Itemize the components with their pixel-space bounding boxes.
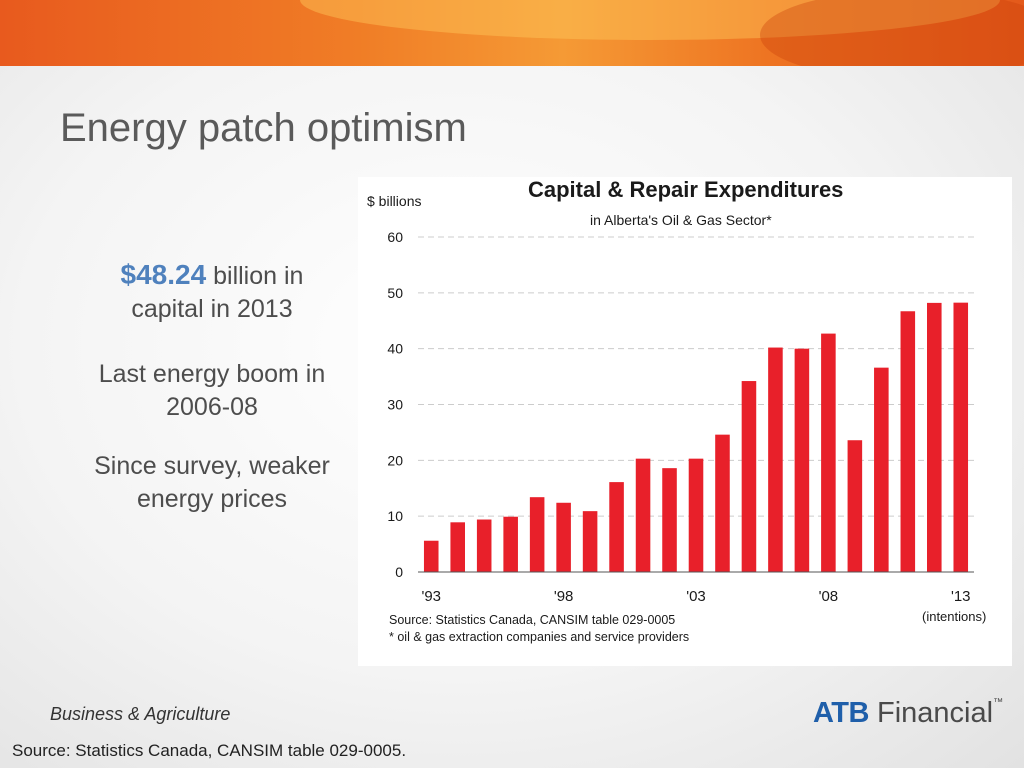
logo-atb: ATB <box>813 697 869 729</box>
y-tick-label: 40 <box>387 341 403 357</box>
chart-title: Capital & Repair Expenditures <box>528 177 843 202</box>
page-title: Energy patch optimism <box>60 106 467 150</box>
top-banner <box>0 0 1024 66</box>
bar-2002 <box>662 468 677 572</box>
x-tick-label: '08 <box>819 588 839 605</box>
highlight-text-line1: billion in <box>206 262 304 290</box>
bar-2011 <box>900 311 916 572</box>
bar-chart: Capital & Repair Expenditures in Alberta… <box>367 177 986 644</box>
intentions-note: (intentions) <box>922 609 986 624</box>
atb-financial-logo: ATB Financial™ <box>813 697 1003 730</box>
bar-2006 <box>768 347 783 572</box>
bar-2001 <box>635 458 651 572</box>
point-energy-boom-line1: Last energy boom in <box>98 360 326 388</box>
x-tick-label: '93 <box>421 588 441 605</box>
bars-layer <box>423 302 969 572</box>
bar-2000 <box>609 482 624 572</box>
bar-1999 <box>582 511 598 572</box>
bar-2013 <box>953 302 969 572</box>
point-weaker-prices-line2: energy prices <box>136 485 288 513</box>
chart-source-note: Source: Statistics Canada, CANSIM table … <box>389 613 675 627</box>
bar-1994 <box>450 522 465 572</box>
y-tick-label: 30 <box>387 397 403 413</box>
y-tick-label: 60 <box>387 229 403 245</box>
bar-1993 <box>423 540 439 572</box>
bar-1998 <box>556 502 571 572</box>
point-energy-boom-line2: 2006-08 <box>166 393 258 421</box>
footer-section-label: Business & Agriculture <box>50 704 231 724</box>
bar-1995 <box>476 519 492 572</box>
chart-panel: Capital & Repair Expenditures in Alberta… <box>358 177 1012 666</box>
banner-swoosh-dark <box>760 0 1024 66</box>
chart-footnote: * oil & gas extraction companies and ser… <box>389 630 689 644</box>
bar-2003 <box>688 458 704 572</box>
footer-source: Source: Statistics Canada, CANSIM table … <box>12 741 407 760</box>
highlight-text-line2: capital in 2013 <box>131 295 293 323</box>
y-axis-label: $ billions <box>367 193 421 209</box>
x-tick-label: '13 <box>951 588 971 605</box>
y-tick-label: 0 <box>395 564 403 580</box>
bar-1996 <box>503 516 518 572</box>
bar-2009 <box>847 440 863 572</box>
point-weaker-prices: Since survey, weaker energy prices <box>72 450 352 516</box>
chart-subtitle: in Alberta's Oil & Gas Sector* <box>590 212 772 228</box>
x-tick-label: '98 <box>554 588 574 605</box>
bar-2008 <box>821 333 836 572</box>
highlight-point: $48.24 billion in capital in 2013 <box>72 258 352 326</box>
bar-2010 <box>874 367 889 572</box>
logo-financial: Financial <box>868 697 994 729</box>
bar-2012 <box>927 302 942 572</box>
bar-1997 <box>529 497 545 572</box>
logo-tm: ™ <box>993 697 1004 708</box>
y-tick-label: 10 <box>387 508 403 524</box>
x-tick-label: '03 <box>686 588 706 605</box>
y-tick-label: 50 <box>387 285 403 301</box>
x-axis: '93 '98 '03 '08 '13 <box>418 571 974 605</box>
y-tick-label: 20 <box>387 452 403 468</box>
point-energy-boom: Last energy boom in 2006-08 <box>72 358 352 424</box>
bar-2007 <box>794 348 810 572</box>
bar-2004 <box>715 434 730 572</box>
point-weaker-prices-line1: Since survey, weaker <box>94 452 330 480</box>
highlight-value: $48.24 <box>120 259 207 290</box>
bar-2005 <box>741 381 757 572</box>
